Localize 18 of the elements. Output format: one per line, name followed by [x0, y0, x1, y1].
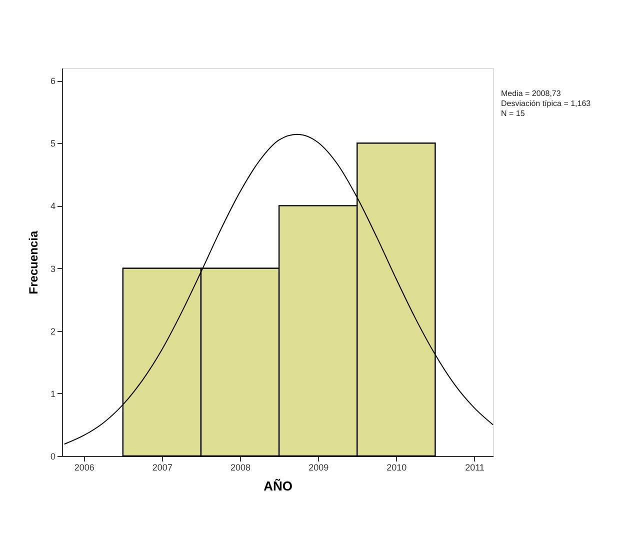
y-tick-label: 0: [50, 452, 56, 462]
text: Media = 2008,73: [501, 89, 562, 98]
y-axis-title: Frecuencia: [26, 230, 40, 294]
x-tick-label: 2009: [308, 462, 329, 472]
y-tick-label: 6: [50, 76, 56, 86]
y-tick-label: 5: [50, 138, 56, 149]
y-tick-label: 1: [50, 388, 56, 399]
x-tick-label: 2006: [74, 462, 94, 472]
x-tick-label: 2011: [465, 462, 484, 472]
y-tick-label: 4: [50, 201, 56, 212]
text: Desviación típica = 1,163: [501, 99, 592, 108]
x-tick-label: 2007: [152, 462, 172, 472]
x-tick-label: 2008: [230, 462, 251, 472]
y-tick-label: 2: [50, 326, 56, 336]
text: N = 15: [501, 109, 526, 118]
x-axis-title: AÑO: [264, 478, 292, 494]
y-tick-label: 3: [50, 264, 56, 274]
x-tick-label: 2010: [386, 462, 407, 472]
